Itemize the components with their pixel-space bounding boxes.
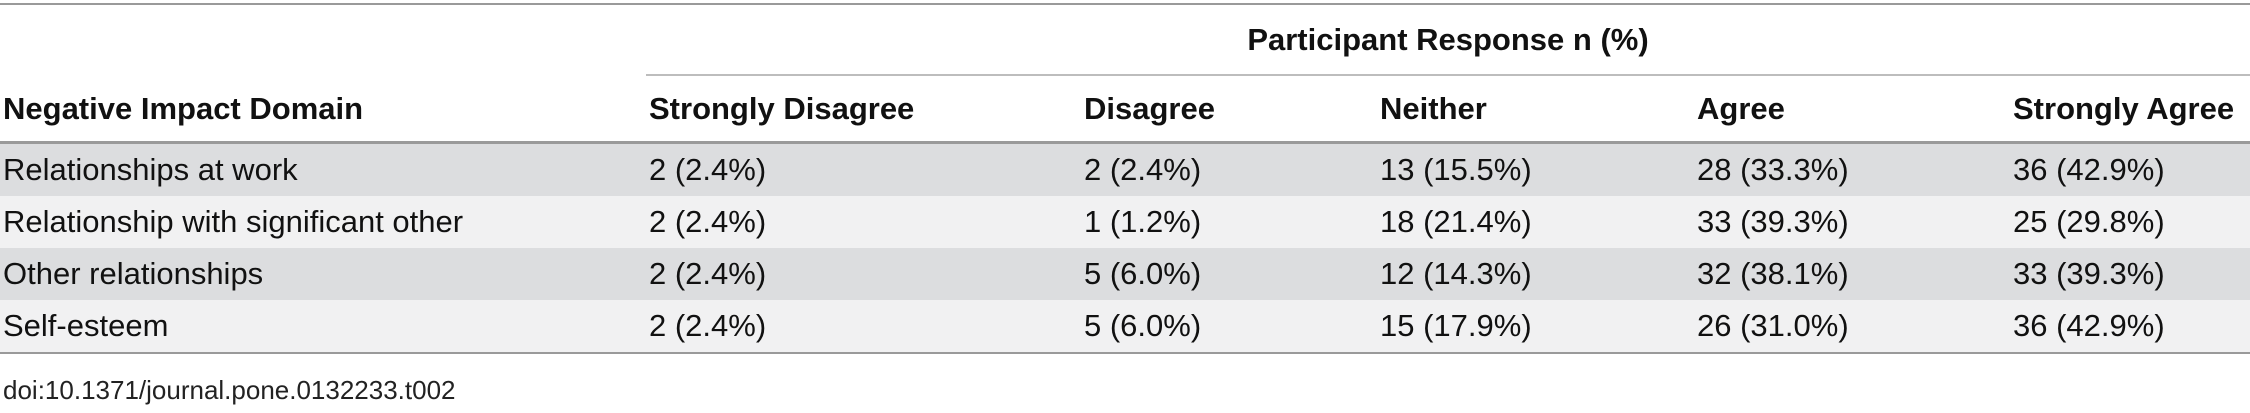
table-row: Self-esteem 2 (2.4%) 5 (6.0%) 15 (17.9%)… <box>0 300 2250 352</box>
row-label: Relationships at work <box>3 152 298 187</box>
table-row: Relationship with significant other 2 (2… <box>0 196 2250 248</box>
cell-neither: 18 (21.4%) <box>1380 204 1532 239</box>
group-header-rule <box>646 74 2250 76</box>
cell-disagree: 1 (1.2%) <box>1084 204 1202 239</box>
column-header-neither: Neither <box>1380 91 1487 126</box>
cell-neither: 15 (17.9%) <box>1380 308 1532 343</box>
cell-strongly-disagree: 2 (2.4%) <box>649 256 767 291</box>
cell-strongly-agree: 33 (39.3%) <box>2013 256 2165 291</box>
column-header-agree: Agree <box>1697 91 1785 126</box>
column-header-strongly-agree: Strongly Agree <box>2013 91 2235 126</box>
cell-neither: 12 (14.3%) <box>1380 256 1532 291</box>
row-label: Relationship with significant other <box>3 204 464 239</box>
row-label: Self-esteem <box>3 308 169 343</box>
table-top-rule <box>0 3 2250 5</box>
cell-strongly-disagree: 2 (2.4%) <box>649 308 767 343</box>
row-label: Other relationships <box>3 256 264 291</box>
table-row: Relationships at work 2 (2.4%) 2 (2.4%) … <box>0 144 2250 196</box>
table-body: Relationships at work 2 (2.4%) 2 (2.4%) … <box>0 144 2250 352</box>
cell-strongly-agree: 25 (29.8%) <box>2013 204 2165 239</box>
table-bottom-rule <box>0 352 2250 354</box>
cell-strongly-disagree: 2 (2.4%) <box>649 204 767 239</box>
cell-strongly-agree: 36 (42.9%) <box>2013 308 2165 343</box>
group-header-participant-response: Participant Response n (%) <box>1247 22 1649 57</box>
column-header-disagree: Disagree <box>1084 91 1215 126</box>
cell-neither: 13 (15.5%) <box>1380 152 1532 187</box>
cell-agree: 26 (31.0%) <box>1697 308 1849 343</box>
cell-strongly-disagree: 2 (2.4%) <box>649 152 767 187</box>
cell-agree: 33 (39.3%) <box>1697 204 1849 239</box>
column-header-strongly-disagree: Strongly Disagree <box>649 91 915 126</box>
header-rule <box>0 141 2250 144</box>
cell-strongly-agree: 36 (42.9%) <box>2013 152 2165 187</box>
column-header-domain: Negative Impact Domain <box>3 91 364 126</box>
cell-disagree: 2 (2.4%) <box>1084 152 1202 187</box>
cell-agree: 32 (38.1%) <box>1697 256 1849 291</box>
cell-disagree: 5 (6.0%) <box>1084 308 1202 343</box>
cell-disagree: 5 (6.0%) <box>1084 256 1202 291</box>
column-header-row: Negative Impact Domain Strongly Disagree… <box>0 76 2250 142</box>
doi-caption: doi:10.1371/journal.pone.0132233.t002 <box>3 375 456 405</box>
cell-agree: 28 (33.3%) <box>1697 152 1849 187</box>
table-row: Other relationships 2 (2.4%) 5 (6.0%) 12… <box>0 248 2250 300</box>
